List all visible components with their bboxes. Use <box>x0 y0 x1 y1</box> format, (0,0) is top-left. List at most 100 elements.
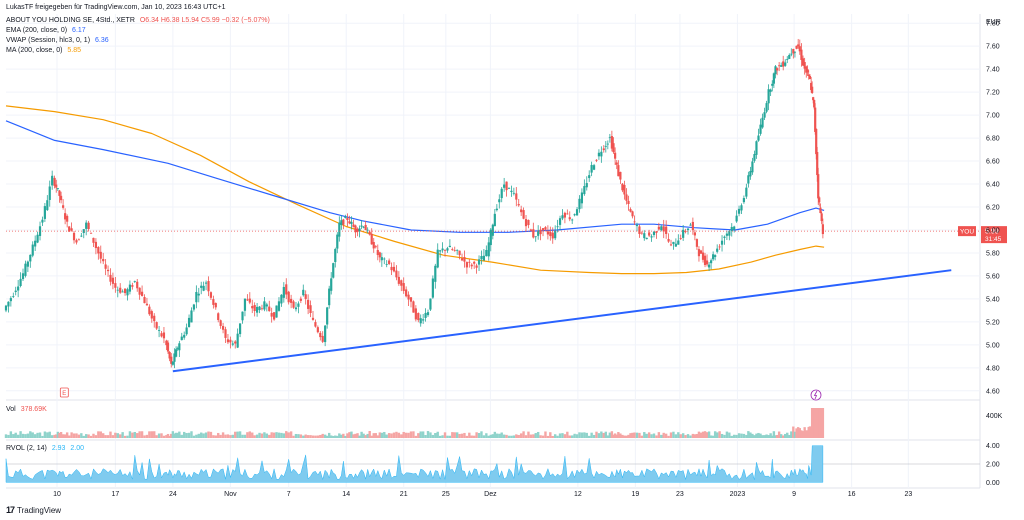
candle-body <box>145 303 149 306</box>
volume-bar <box>617 432 620 438</box>
candle-body <box>368 231 371 235</box>
volume-bar <box>784 433 787 438</box>
candle-body <box>604 145 607 147</box>
volume-bar <box>703 431 707 438</box>
candle-body <box>192 304 196 310</box>
candle-body <box>316 327 319 333</box>
candle-body <box>106 269 110 272</box>
volume-bar <box>168 435 171 438</box>
time-tick-label: 21 <box>400 491 408 498</box>
volume-bar <box>36 432 39 438</box>
volume-bar <box>255 434 259 438</box>
volume-bar <box>482 435 486 438</box>
candle-body <box>241 311 244 321</box>
volume-bar <box>664 433 668 438</box>
volume-bar <box>325 435 329 438</box>
volume-bar <box>106 435 110 438</box>
candle-body <box>703 255 707 265</box>
candle-body <box>660 226 663 231</box>
candle-body <box>234 341 237 344</box>
rvol-legend[interactable]: RVOL (2, 14) 2.93 2.00 <box>6 444 87 454</box>
volume-bar <box>46 432 49 438</box>
volume-bar <box>493 431 497 438</box>
candle-body <box>665 226 668 235</box>
candle-body <box>352 224 355 227</box>
volume-bar <box>82 435 85 438</box>
candle-body <box>104 264 107 269</box>
time-axis[interactable]: 10 17 24 Nov 7 14 21 25 Dez 12 19 23 2023 9 16 23 <box>53 491 912 498</box>
volume-bar <box>595 431 598 438</box>
candle-body <box>655 231 658 233</box>
tradingview-footer[interactable]: 17 TradingView <box>6 505 61 515</box>
candle-body <box>801 58 805 66</box>
volume-bar <box>136 433 139 438</box>
volume-bar <box>553 434 557 438</box>
volume-bar <box>629 433 632 438</box>
vwap-legend[interactable]: VWAP (Session, hlc3, 0, 1) 6.36 <box>6 36 112 46</box>
volume-bar <box>602 432 605 438</box>
candle-body <box>287 291 290 303</box>
candle-body <box>631 211 634 217</box>
volume-bar <box>258 432 261 438</box>
price-tag-countdown: 31:45 <box>985 236 1002 243</box>
volume-bar <box>397 432 401 438</box>
ma-legend[interactable]: MA (200, close, 0) 5.85 <box>6 46 84 56</box>
volume-bar <box>56 431 60 438</box>
symbol-name[interactable]: ABOUT YOU HOLDING SE, 4Std., XETR <box>6 17 135 24</box>
volume-bar <box>204 432 208 438</box>
rvol-area <box>5 445 824 483</box>
candle-body <box>554 230 557 239</box>
trendline[interactable] <box>172 269 952 373</box>
volume-bar <box>532 434 535 438</box>
volume-bar <box>217 432 220 438</box>
volume-bar <box>485 433 488 438</box>
candle-body <box>253 304 256 311</box>
candle-body <box>633 221 636 223</box>
volume-bar <box>755 433 758 438</box>
volume-bar <box>342 433 345 438</box>
volume-bar <box>763 435 766 438</box>
volume-bar <box>173 433 176 438</box>
candle-body <box>4 305 8 311</box>
volume-bar <box>563 434 567 438</box>
volume-bar <box>285 431 288 438</box>
symbol-legend[interactable]: ABOUT YOU HOLDING SE, 4Std., XETR O6.34 … <box>6 16 273 26</box>
volume-bar <box>786 432 789 438</box>
earnings-marker-icon <box>59 387 69 398</box>
volume-bar <box>561 433 564 438</box>
candle-body <box>171 361 174 365</box>
volume-bar <box>681 433 685 438</box>
candle-body <box>319 332 322 338</box>
candle-body <box>336 234 339 249</box>
candle-body <box>485 250 488 257</box>
tradingview-logo-icon: 17 <box>6 505 15 515</box>
candle-body <box>524 219 528 227</box>
volume-bar <box>477 432 481 438</box>
candle-body <box>380 257 383 261</box>
volume-bar <box>114 432 117 438</box>
candle-body <box>294 307 298 310</box>
candle-body <box>99 251 102 259</box>
volume-bar <box>92 433 95 438</box>
candle-body <box>619 171 622 180</box>
candle-body <box>813 99 816 108</box>
vol-legend[interactable]: Vol 378.69K <box>6 405 50 415</box>
ema-legend[interactable]: EMA (200, close, 0) 6.17 <box>6 26 89 36</box>
candle-body <box>797 44 800 47</box>
candle-body <box>495 208 498 211</box>
price-tick-label: 7.60 <box>986 44 1000 51</box>
candle-body <box>507 188 511 189</box>
candle-body <box>364 224 367 231</box>
volume-bar <box>715 432 719 438</box>
candle-body <box>597 152 601 157</box>
candle-body <box>780 65 783 67</box>
candle-body <box>390 266 393 271</box>
candle-body <box>448 245 451 248</box>
candle-body <box>769 89 772 92</box>
candle-body <box>140 291 144 296</box>
volume-bar <box>346 433 349 438</box>
time-tick-label: 23 <box>676 491 684 498</box>
volume-bar <box>374 433 377 438</box>
